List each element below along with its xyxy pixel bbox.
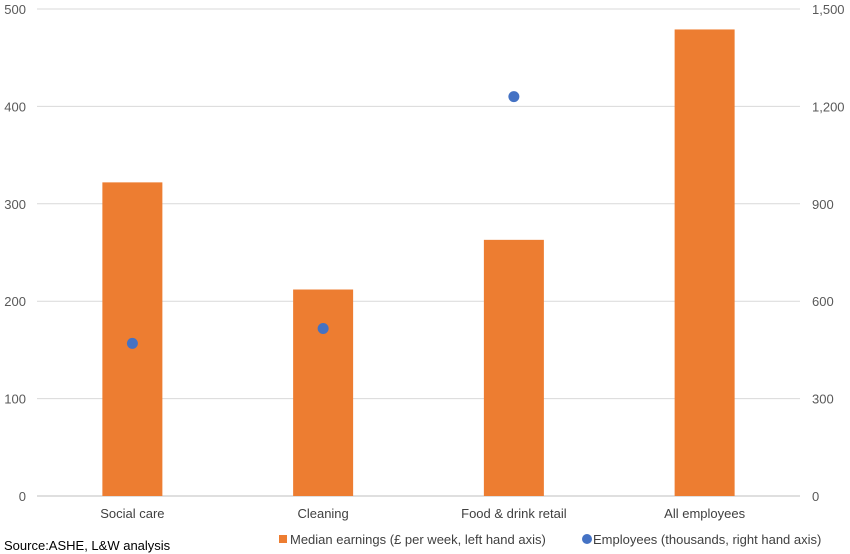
right-tick-label: 600 — [812, 294, 834, 309]
gridlines — [37, 8, 800, 497]
scatter-point — [126, 337, 138, 349]
left-tick-label: 400 — [4, 99, 26, 114]
right-tick-label: 900 — [812, 197, 834, 212]
category-label: Food & drink retail — [461, 506, 567, 521]
scatter-point — [508, 91, 520, 103]
category-label: Cleaning — [297, 506, 348, 521]
bar — [293, 289, 354, 496]
right-tick-label: 0 — [812, 489, 819, 504]
left-tick-label: 200 — [4, 294, 26, 309]
left-axis-ticks: 0 100 200 300 400 500 — [4, 2, 26, 504]
legend-bar-label: Median earnings (£ per week, left hand a… — [290, 532, 546, 547]
right-tick-label: 1,500 — [812, 2, 845, 17]
right-tick-label: 300 — [812, 392, 834, 407]
left-tick-label: 100 — [4, 392, 26, 407]
legend-point-swatch — [582, 534, 592, 544]
right-axis-ticks: 0 300 600 900 1,200 1,500 — [812, 2, 845, 504]
scatter-series — [126, 91, 520, 349]
source-note: Source:ASHE, L&W analysis — [4, 538, 171, 553]
right-tick-label: 1,200 — [812, 99, 845, 114]
bar-series — [102, 29, 735, 496]
left-tick-label: 0 — [19, 489, 26, 504]
legend-bar-swatch — [279, 535, 287, 543]
bar — [483, 239, 544, 496]
scatter-point — [317, 322, 329, 334]
left-tick-label: 300 — [4, 197, 26, 212]
legend: Median earnings (£ per week, left hand a… — [279, 532, 821, 547]
category-label: All employees — [664, 506, 745, 521]
left-tick-label: 500 — [4, 2, 26, 17]
category-label: Social care — [100, 506, 164, 521]
bar — [674, 29, 735, 496]
x-axis-categories: Social care Cleaning Food & drink retail Al… — [100, 506, 745, 521]
legend-point-label: Employees (thousands, right hand axis) — [593, 532, 821, 547]
